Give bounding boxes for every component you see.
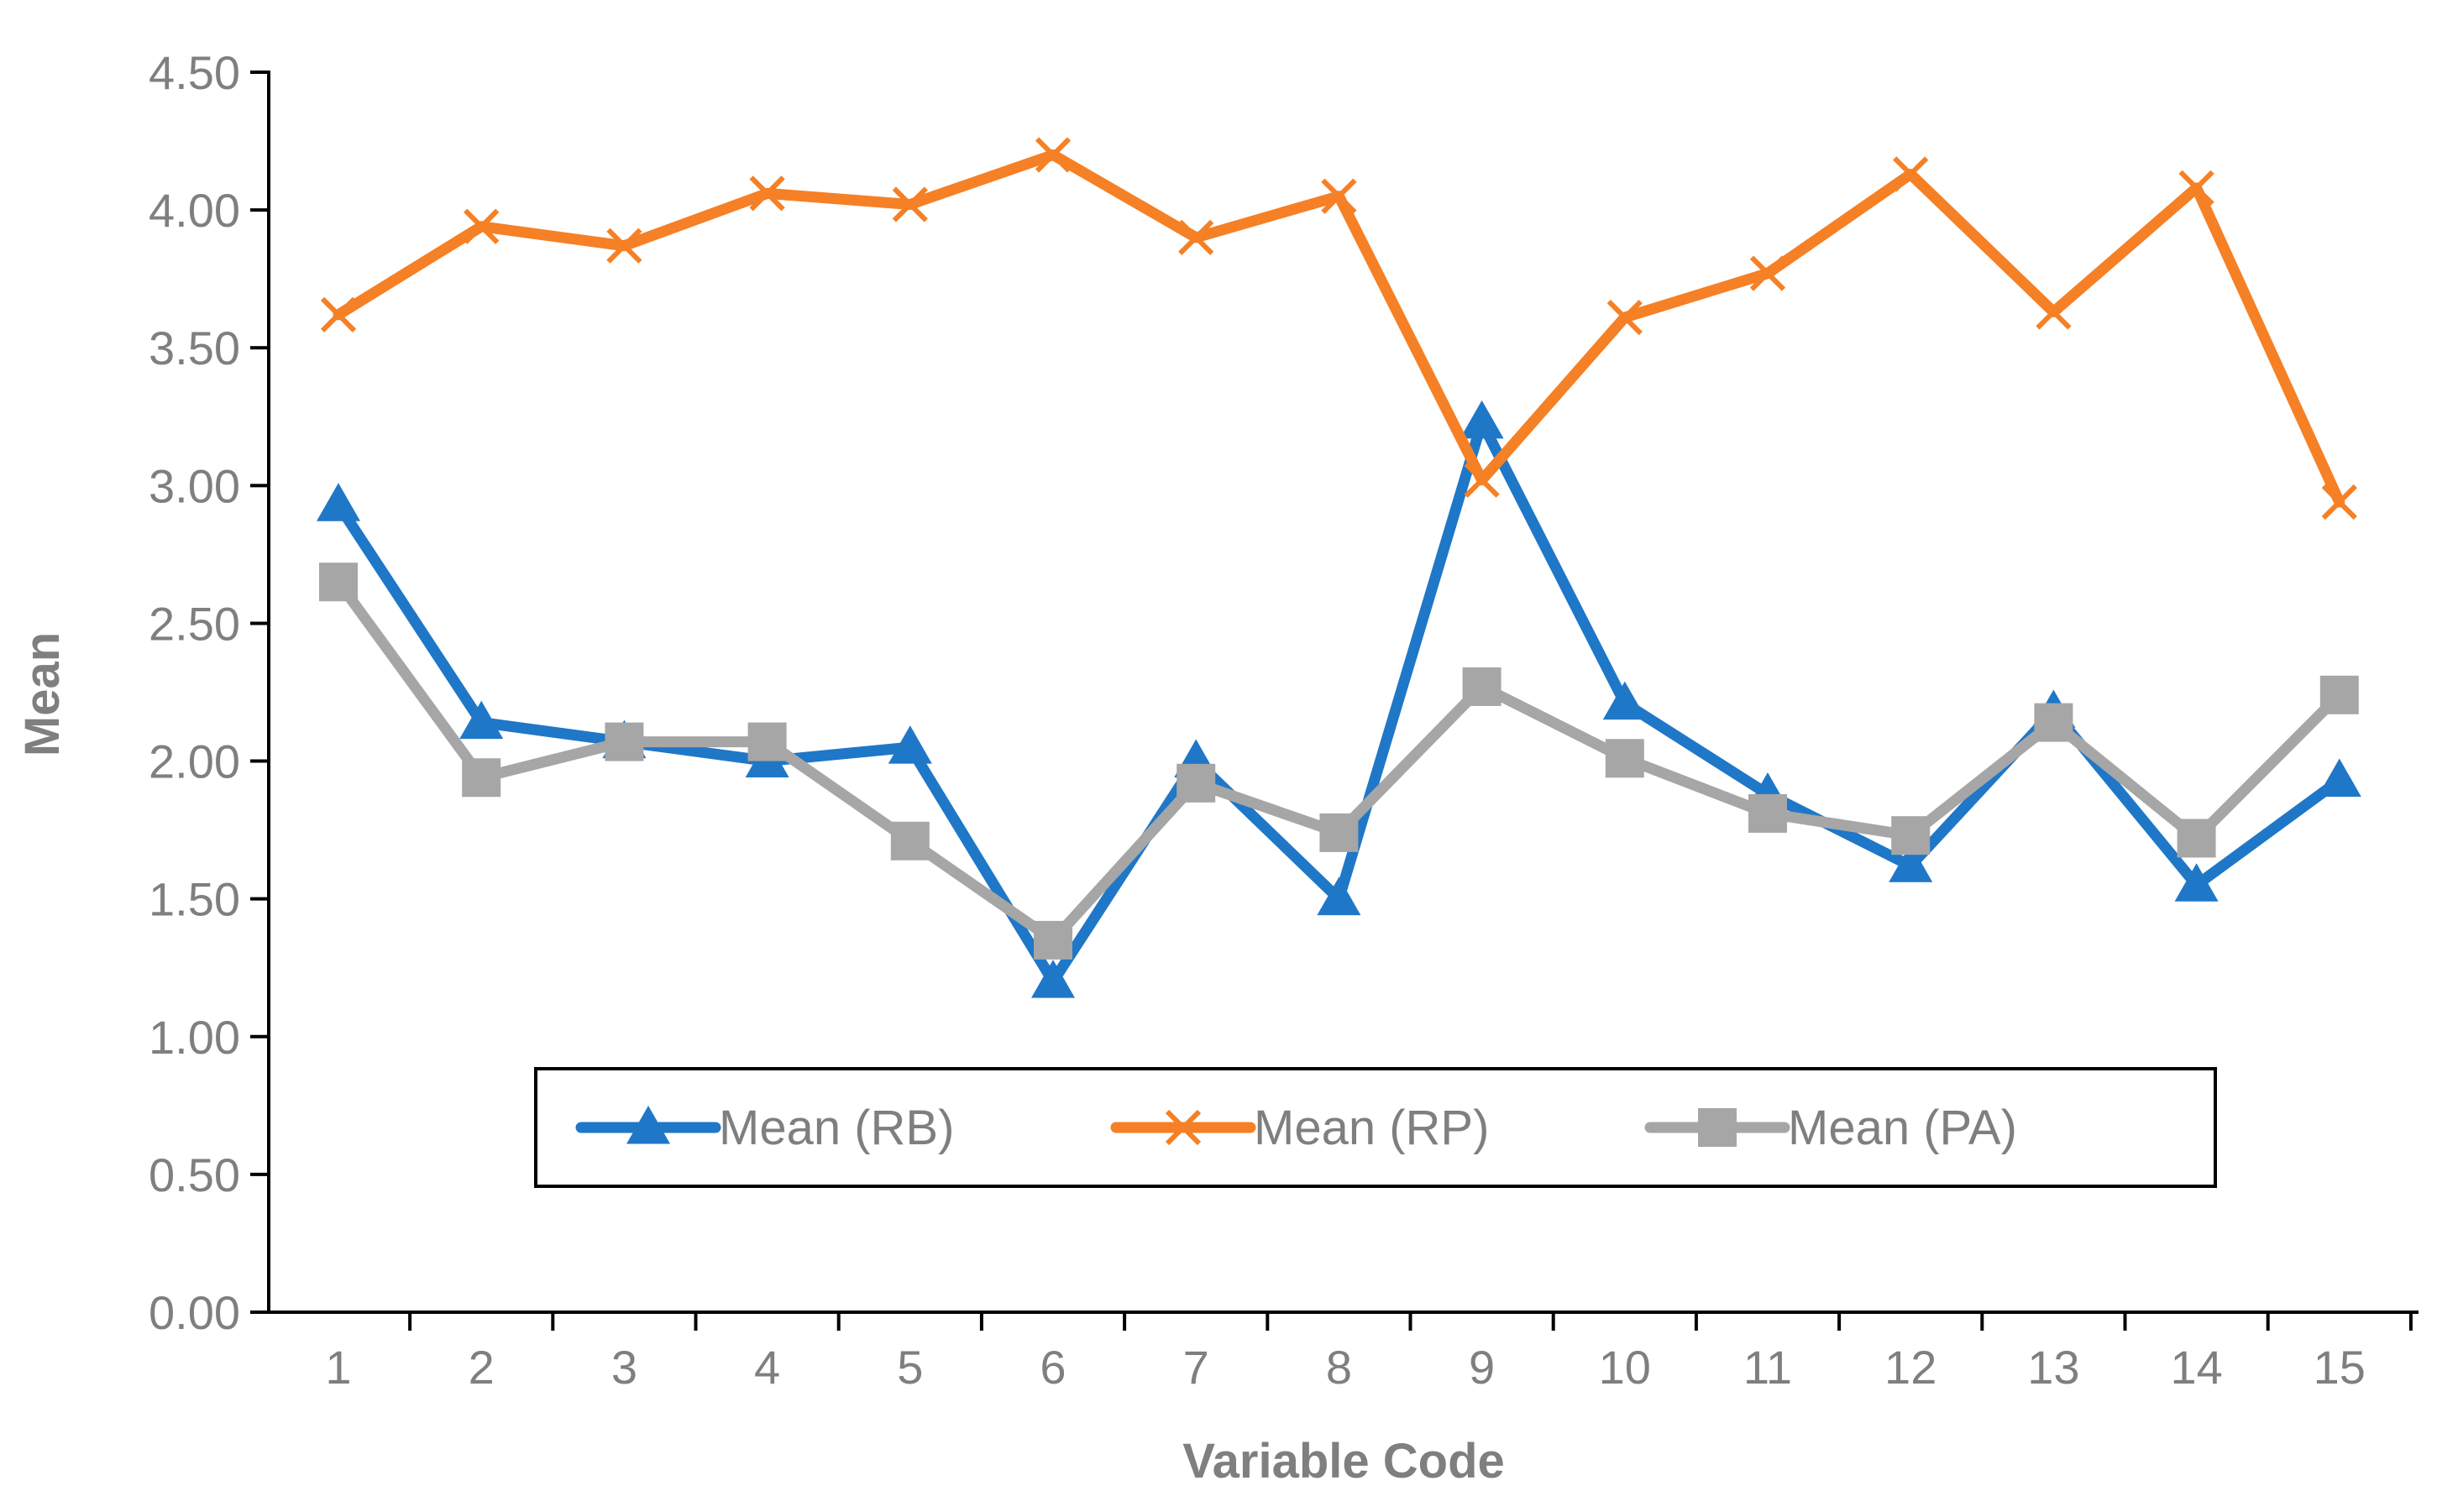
series-pa [319,562,2359,960]
legend-label: Mean (RB) [719,1101,954,1155]
y-tick-label: 0.50 [149,1148,240,1201]
x-tick-label: 5 [897,1341,923,1394]
legend-box [534,1067,2217,1188]
data-point-pa [1605,739,1644,778]
data-point-pa [1891,816,1931,855]
data-point-rb [888,725,932,764]
data-point-pa [1462,667,1502,706]
legend-marker-pa [1698,1108,1737,1147]
data-point-pa [2177,819,2216,858]
data-point-rp [464,208,500,244]
data-point-rb [459,700,504,740]
y-tick-label: 0.00 [149,1286,240,1339]
data-point-rb [1460,400,1504,439]
data-point-rp [606,228,642,264]
data-point-rb [2317,758,2361,798]
data-point-pa [319,562,358,602]
data-point-rb [1317,876,1361,916]
data-point-pa [1319,813,1359,852]
x-axis-title: Variable Code [1182,1434,1505,1488]
data-point-rp [1178,219,1214,256]
legend-item-pa: Mean (PA) [1644,1101,2017,1155]
series-layer [317,137,2361,998]
data-point-pa [2319,675,2359,714]
data-point-pa [2034,703,2073,742]
y-axis-title: Mean [15,632,70,756]
x-axis-ticks: 1 2 3 4 5 6 7 8 9 10 11 12 13 14 15 [325,1312,2413,1394]
data-point-rp [1035,137,1072,173]
x-tick-label: 14 [2170,1341,2222,1394]
legend-label: Mean (RP) [1254,1101,1489,1155]
x-tick-label: 9 [1469,1341,1495,1394]
x-tick-label: 4 [754,1341,780,1394]
y-tick-label: 1.00 [149,1011,240,1064]
legend: Mean (RB) Mean (RP) Mean (PA) [534,1067,2217,1188]
data-point-rp [749,175,785,212]
data-point-rb [1602,681,1647,720]
data-point-rp [320,296,357,332]
data-point-rp [2321,484,2357,521]
data-point-rp [2036,294,2072,330]
data-point-rp [1464,462,1500,498]
x-tick-label: 1 [325,1341,351,1394]
x-tick-label: 11 [1743,1341,1792,1394]
legend-marker-rp [1165,1109,1202,1146]
data-point-pa [747,722,787,761]
legend-marker-rb [626,1106,670,1144]
y-axis-ticks: 0.00 0.50 1.00 1.50 2.00 2.50 3.00 3.50 4.00 4.50 [149,46,269,1339]
series-rp [320,137,2357,521]
data-point-rb [1031,960,1075,998]
legend-item-rp: Mean (RP) [1110,1101,1489,1155]
x-tick-label: 3 [611,1341,637,1394]
x-tick-label: 6 [1040,1341,1066,1394]
x-tick-label: 8 [1326,1341,1352,1394]
data-point-rb [1889,844,1933,882]
y-tick-label: 4.50 [149,46,240,99]
y-tick-label: 2.00 [149,735,240,788]
data-point-rp [2178,170,2214,206]
y-tick-label: 1.50 [149,873,240,926]
data-point-pa [462,758,501,798]
data-point-pa [1034,920,1072,960]
data-point-pa [1748,793,1787,833]
data-point-rp [1606,299,1643,336]
x-tick-label: 15 [2314,1341,2366,1394]
data-point-rb [317,483,360,521]
data-point-rb [2174,863,2219,902]
data-point-rp [1749,255,1786,291]
y-tick-label: 4.00 [149,184,240,237]
data-point-pa [1177,763,1216,803]
legend-items: Mean (RB) Mean (RP) Mean (PA) [575,1101,2017,1155]
data-point-rp [1321,178,1357,214]
series-rb [317,400,2361,998]
x-tick-label: 7 [1183,1341,1209,1394]
y-tick-label: 2.50 [149,597,240,650]
x-tick-label: 13 [2027,1341,2079,1394]
x-tick-label: 12 [1884,1341,1936,1394]
x-tick-label: 2 [469,1341,495,1394]
x-tick-label: 10 [1599,1341,1651,1394]
data-point-rp [1893,156,1929,192]
y-tick-label: 3.00 [149,459,240,512]
data-point-rp [892,186,928,222]
data-point-pa [890,821,930,861]
legend-item-rb: Mean (RB) [575,1101,954,1155]
data-point-pa [605,722,644,761]
y-tick-label: 3.50 [149,322,240,374]
legend-label: Mean (PA) [1788,1101,2017,1155]
